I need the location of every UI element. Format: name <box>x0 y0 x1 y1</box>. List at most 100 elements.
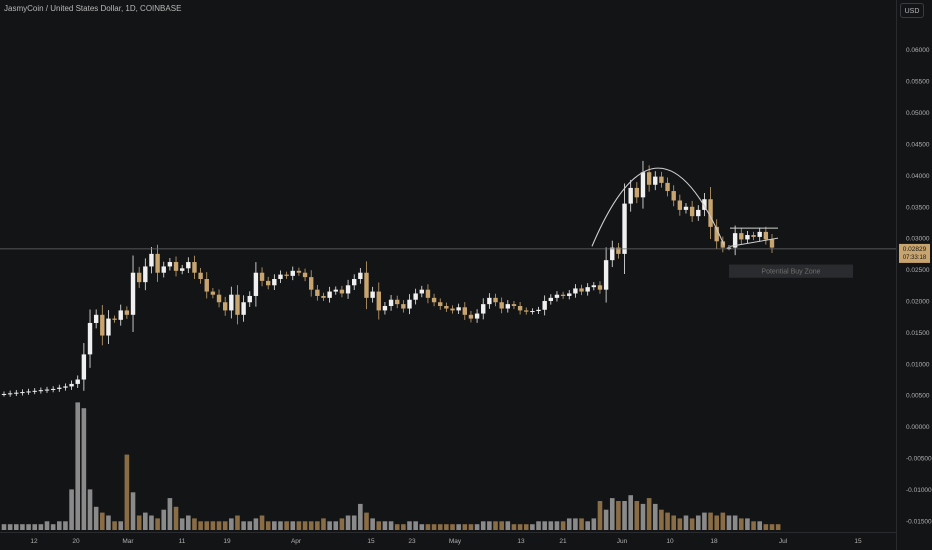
volume-bar <box>720 512 726 530</box>
volume-bar <box>130 492 136 530</box>
candle-body <box>585 287 590 292</box>
candle-body <box>44 389 50 391</box>
volume-bar <box>106 515 111 530</box>
volume-bar <box>376 521 382 530</box>
candle-body <box>229 294 234 311</box>
volume-bar <box>296 521 302 530</box>
x-tick-label: 12 <box>30 538 38 545</box>
candle-body <box>431 297 437 303</box>
y-tick-label: -0.01000 <box>906 487 932 494</box>
candle-body <box>419 289 424 294</box>
volume-bar <box>370 518 375 530</box>
volume-bar <box>259 515 265 530</box>
x-tick-label: 18 <box>710 538 718 545</box>
volume-bar <box>652 503 658 530</box>
volume-bar <box>315 521 320 530</box>
volume-bar <box>554 521 560 530</box>
candle-body <box>370 291 375 298</box>
candle-body <box>739 233 744 240</box>
y-tick-label: 0.05000 <box>906 110 930 117</box>
candle-body <box>646 172 652 185</box>
candle-body <box>186 262 191 269</box>
volume-bar <box>775 524 781 530</box>
y-tick-label: -0.01500 <box>906 518 932 525</box>
candle-body <box>167 262 173 267</box>
candle-body <box>763 231 769 240</box>
candle-body <box>198 272 203 279</box>
candle-body <box>192 262 197 273</box>
x-tick-label: 15 <box>367 538 375 545</box>
volume-bar <box>401 524 406 530</box>
x-tick-label: 13 <box>517 538 525 545</box>
candle-body <box>474 313 480 319</box>
x-tick-label: 19 <box>223 538 231 545</box>
candle-body <box>456 307 461 311</box>
volume-bar <box>689 518 695 530</box>
volume-bar <box>622 501 627 530</box>
volume-bar <box>757 521 763 530</box>
volume-bar <box>112 521 117 530</box>
candle-body <box>665 182 670 192</box>
volume-bar <box>487 521 492 530</box>
volume-bar <box>93 506 99 530</box>
volume-bar <box>136 515 142 530</box>
candle-body <box>20 392 25 394</box>
x-tick-label: 10 <box>666 538 674 545</box>
candle-body <box>579 288 584 292</box>
candle-body <box>462 307 467 315</box>
volume-bar <box>745 518 750 530</box>
volume-bar <box>75 402 81 530</box>
volume-bar <box>56 521 62 530</box>
volume-bar <box>222 521 228 530</box>
y-tick-label: -0.00500 <box>906 456 932 463</box>
candle-body <box>222 302 228 311</box>
y-tick-label: 0.00500 <box>906 393 930 400</box>
volume-bar <box>702 512 707 530</box>
volume-bar <box>413 521 418 530</box>
volume-bar <box>253 518 259 530</box>
volume-bar <box>173 506 179 530</box>
candle-body <box>364 272 369 298</box>
candle-body <box>50 388 56 390</box>
current-price-label: 0.02829 <box>903 246 927 253</box>
volume-bar <box>511 524 517 530</box>
volume-bar <box>364 512 369 530</box>
volume-bar <box>677 518 683 530</box>
y-tick-label: 0.04500 <box>906 141 930 148</box>
candle-body <box>388 299 394 307</box>
volume-bar <box>499 521 504 530</box>
volume-bar <box>124 454 130 530</box>
volume-bar <box>7 524 13 530</box>
volume-bar <box>63 521 68 530</box>
candle-body <box>57 387 62 389</box>
candle-body <box>732 233 738 248</box>
y-tick-label: 0.01500 <box>906 330 930 337</box>
candle-body <box>106 318 111 336</box>
volume-bar <box>616 501 621 530</box>
volume-bar <box>474 524 480 530</box>
dome-curve <box>591 167 725 247</box>
volume-bar <box>609 498 615 530</box>
candle-body <box>290 270 295 276</box>
volume-bar <box>155 518 160 530</box>
volume-bar <box>591 518 597 530</box>
volume-bar <box>517 524 523 530</box>
candle-body <box>173 262 179 271</box>
candle-body <box>247 295 252 303</box>
buy-zone-box[interactable] <box>729 264 853 278</box>
volume-bar <box>327 521 332 530</box>
candle-body <box>702 199 707 210</box>
volume-bar <box>167 498 173 530</box>
candle-body <box>32 390 37 392</box>
candle-body <box>573 288 578 294</box>
candle-body <box>143 266 148 283</box>
x-tick-label: Mar <box>122 538 134 545</box>
y-tick-label: 0.06000 <box>906 47 930 54</box>
y-tick-label: 0.02500 <box>906 267 930 274</box>
currency-button[interactable]: USD <box>900 3 924 18</box>
volume-bar <box>560 521 566 530</box>
candle-body <box>321 295 326 298</box>
volume-bar <box>468 524 474 530</box>
